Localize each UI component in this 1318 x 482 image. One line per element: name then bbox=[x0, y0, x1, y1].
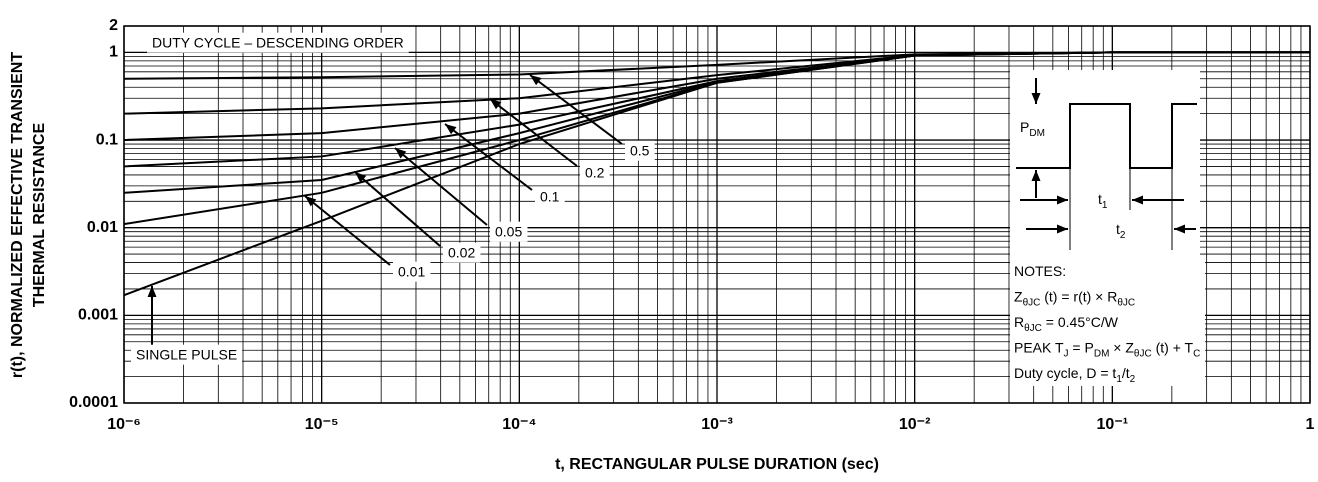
note-line: RθJC = 0.45°C/W bbox=[1014, 314, 1119, 334]
y-tick-label: 1 bbox=[109, 44, 118, 61]
note-line-part: J bbox=[1064, 349, 1069, 360]
arrow-head bbox=[490, 99, 502, 110]
x-axis-title: t, RECTANGULAR PULSE DURATION (sec) bbox=[555, 456, 879, 473]
x-tick-label: 10⁻⁶ bbox=[107, 416, 141, 433]
arrow-line bbox=[394, 147, 488, 226]
arrow-head bbox=[355, 172, 367, 183]
pulse-label-part: P bbox=[1020, 119, 1029, 135]
note-line-part: 2 bbox=[1130, 374, 1136, 385]
y-tick-label: 2 bbox=[109, 17, 118, 34]
note-line-part: Z bbox=[1014, 288, 1023, 304]
arrow-head bbox=[305, 196, 317, 207]
note-line-part: θJC bbox=[1023, 298, 1041, 309]
note-line-part: /t bbox=[1122, 365, 1130, 381]
series-label: 0.05 bbox=[495, 224, 522, 240]
series-label-bg bbox=[393, 261, 431, 282]
note-line-part: 1 bbox=[1116, 374, 1122, 385]
x-tick-label: 10⁻³ bbox=[701, 416, 733, 433]
series-label-bg bbox=[131, 344, 243, 365]
series-label-bg bbox=[625, 140, 655, 161]
arrow-head bbox=[1132, 195, 1143, 205]
t1-label: t1 bbox=[1098, 191, 1108, 211]
note-line-part: (t) + T bbox=[1152, 339, 1194, 355]
arrow-line bbox=[354, 171, 441, 247]
pulse-label: PDM bbox=[1020, 119, 1045, 139]
pulse-label-part: DM bbox=[1029, 128, 1045, 139]
t2-label: t2 bbox=[1116, 221, 1126, 241]
note-line: ZθJC (t) = r(t) × RθJC bbox=[1014, 288, 1135, 308]
series-line bbox=[123, 51, 1310, 297]
series-label-bg bbox=[443, 242, 481, 263]
arrow-line bbox=[529, 74, 623, 145]
arrow-line bbox=[489, 98, 578, 167]
note-line: NOTES: bbox=[1014, 263, 1066, 279]
x-tick-label: 10⁻⁴ bbox=[502, 416, 536, 433]
note-line: Duty cycle, D = t1/t2 bbox=[1014, 365, 1136, 385]
note-line-part: θJC bbox=[1024, 323, 1042, 334]
arrow-head bbox=[395, 148, 407, 159]
note-line-part: = P bbox=[1069, 339, 1094, 355]
note-line-part: = 0.45°C/W bbox=[1042, 314, 1119, 330]
series-label: 0.02 bbox=[448, 245, 475, 261]
y-axis-title: THERMAL RESISTANCE bbox=[31, 123, 48, 308]
series-label: 0.2 bbox=[585, 165, 605, 181]
arrow-head bbox=[1031, 170, 1041, 181]
y-tick-label: 0.001 bbox=[78, 307, 118, 324]
arrow-line bbox=[444, 123, 533, 191]
arrow-head bbox=[147, 286, 157, 297]
y-axis-title: r(t), NORMALIZED EFFECTIVE TRANSIENT bbox=[9, 52, 26, 378]
notes-box bbox=[1010, 262, 1205, 386]
arrow-head bbox=[1057, 195, 1068, 205]
series-label: 0.5 bbox=[630, 143, 650, 159]
note-line-part: × Z bbox=[1109, 339, 1134, 355]
x-tick-label: 10⁻² bbox=[899, 416, 931, 433]
note-line-part: R bbox=[1014, 314, 1024, 330]
note-line: PEAK TJ = PDM × ZθJC (t) + TC bbox=[1014, 339, 1200, 359]
note-line-part: Duty cycle, D = t bbox=[1014, 365, 1116, 381]
note-line-part: θJC bbox=[1117, 298, 1135, 309]
arrow-head bbox=[1057, 224, 1068, 234]
note-line-part: θJC bbox=[1134, 349, 1152, 360]
series-label-bg bbox=[580, 162, 610, 183]
x-tick-label: 1 bbox=[1306, 416, 1315, 433]
y-tick-label: 0.0001 bbox=[69, 394, 118, 411]
note-line-part: C bbox=[1193, 349, 1200, 360]
series-label-bg bbox=[490, 221, 528, 242]
series-label: SINGLE PULSE bbox=[136, 347, 237, 363]
note-line-part: (t) = r(t) × R bbox=[1040, 288, 1117, 304]
t2-label-part: 2 bbox=[1120, 230, 1126, 241]
y-tick-label: 0.1 bbox=[96, 131, 118, 148]
note-line-part: PEAK T bbox=[1014, 339, 1064, 355]
t2-label-part: t bbox=[1116, 221, 1120, 237]
annotation: DUTY CYCLE – DESCENDING ORDER bbox=[152, 35, 404, 51]
note-line-part: DM bbox=[1094, 349, 1110, 360]
x-tick-label: 10⁻¹ bbox=[1097, 416, 1129, 433]
arrow-head bbox=[530, 75, 542, 86]
pulse-waveform bbox=[1016, 103, 1197, 169]
t1-label-part: t bbox=[1098, 191, 1102, 207]
x-tick-label: 10⁻⁵ bbox=[305, 416, 339, 433]
series-label: 0.01 bbox=[398, 264, 425, 280]
arrow-head bbox=[445, 124, 457, 135]
arrow-line bbox=[304, 195, 391, 266]
y-tick-label: 0.01 bbox=[87, 219, 118, 236]
arrow-head bbox=[1174, 224, 1185, 234]
annotation-bg bbox=[147, 32, 409, 53]
series-label-bg bbox=[535, 186, 565, 207]
series-label: 0.1 bbox=[540, 189, 560, 205]
note-line-part: NOTES: bbox=[1014, 263, 1066, 279]
t1-label-part: 1 bbox=[1102, 200, 1108, 211]
arrow-head bbox=[1031, 93, 1041, 104]
